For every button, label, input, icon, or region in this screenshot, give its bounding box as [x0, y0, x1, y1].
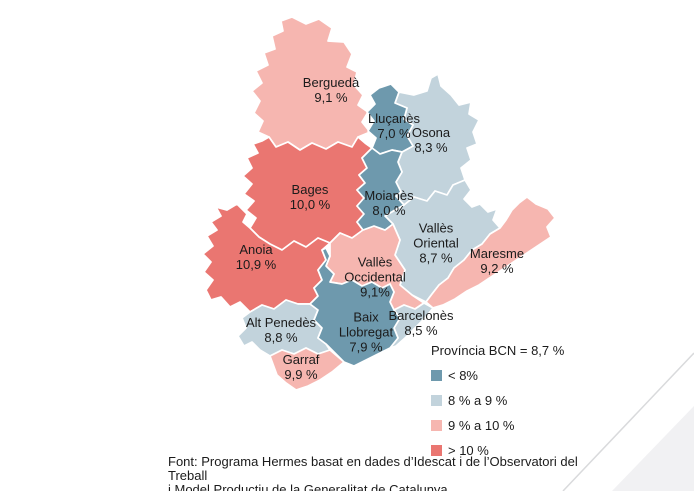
region-baix-llobregat — [309, 247, 401, 367]
region-value: 9,1 % — [314, 90, 348, 105]
region-garraf — [269, 347, 345, 391]
region-label-garraf: Garraf 9,9 % — [283, 352, 320, 382]
region-maresme — [425, 196, 556, 309]
legend-swatch-9-10 — [431, 420, 442, 431]
region-value: 8,5 % — [404, 323, 438, 338]
region-name: Anoia — [239, 242, 273, 257]
region-label-valles-occidental: Vallès Occidental 9,1% — [337, 255, 413, 300]
map-legend: Província BCN = 8,7 % < 8% 8 % a 9 % 9 %… — [431, 343, 564, 468]
region-label-valles-oriental: Vallès Oriental 8,7 % — [405, 221, 467, 266]
region-name: Lluçanès — [367, 111, 421, 126]
region-label-osona: Osona 8,3 % — [412, 125, 450, 155]
legend-swatch-lt8 — [431, 370, 442, 381]
region-moianes — [356, 147, 405, 231]
region-name: Barcelonès — [388, 308, 454, 323]
region-label-alt-penedes: Alt Penedès 8,8 % — [246, 315, 316, 345]
legend-label: 8 % a 9 % — [448, 393, 508, 408]
source-line-2: i Model Productiu de la Generalitat de C… — [168, 482, 448, 491]
legend-swatch-gt10 — [431, 445, 442, 456]
region-value: 10,0 % — [289, 197, 331, 212]
legend-title: Província BCN = 8,7 % — [431, 343, 565, 358]
region-value: 8,0 % — [372, 203, 406, 218]
region-value: 8,3 % — [414, 140, 448, 155]
region-label-moianes: Moianès 8,0 % — [364, 188, 413, 218]
legend-label: > 10 % — [448, 443, 489, 458]
region-anoia — [202, 203, 331, 313]
region-label-bergueda: Berguedà 9,1 % — [303, 75, 359, 105]
legend-label: < 8% — [448, 368, 478, 383]
region-label-llucanes: Lluçanès 7,0 % — [368, 111, 420, 141]
region-value: 9,9 % — [284, 367, 318, 382]
region-value: 8,7 % — [419, 250, 453, 266]
region-name: Moianès — [364, 188, 414, 203]
legend-swatch-8-9 — [431, 395, 442, 406]
region-value: 7,0 % — [377, 126, 411, 141]
legend-row: > 10 % — [431, 443, 564, 458]
legend-row: 8 % a 9 % — [431, 393, 564, 408]
legend-row: < 8% — [431, 368, 564, 383]
region-name: Maresme — [469, 246, 525, 261]
region-name: Baix Llobregat — [338, 309, 394, 340]
region-value: 9,1% — [360, 284, 390, 300]
legend-label: 9 % a 10 % — [448, 418, 515, 433]
region-name: Alt Penedès — [245, 315, 317, 330]
region-label-bages: Bages 10,0 % — [290, 182, 330, 212]
legend-row: 9 % a 10 % — [431, 418, 564, 433]
region-label-baix-llobregat: Baix Llobregat 7,9 % — [332, 310, 400, 355]
region-value: 7,9 % — [349, 339, 383, 355]
region-name: Bages — [291, 182, 329, 197]
region-value: 8,8 % — [264, 330, 298, 345]
region-value: 9,2 % — [480, 261, 514, 276]
region-name: Garraf — [282, 352, 320, 367]
source-line-1: Font: Programa Hermes basat en dades d’I… — [168, 454, 578, 483]
region-name: Vallès Oriental — [413, 220, 459, 251]
region-name: Berguedà — [302, 75, 360, 90]
region-value: 10,9 % — [235, 257, 277, 272]
region-label-maresme: Maresme 9,2 % — [470, 246, 524, 276]
source-footer: Font: Programa Hermes basat en dades d’I… — [168, 455, 618, 491]
region-label-anoia: Anoia 10,9 % — [236, 242, 276, 272]
region-name: Vallès Occidental — [344, 254, 406, 285]
region-label-barcelones: Barcelonès 8,5 % — [388, 308, 453, 338]
region-name: Osona — [411, 125, 451, 140]
